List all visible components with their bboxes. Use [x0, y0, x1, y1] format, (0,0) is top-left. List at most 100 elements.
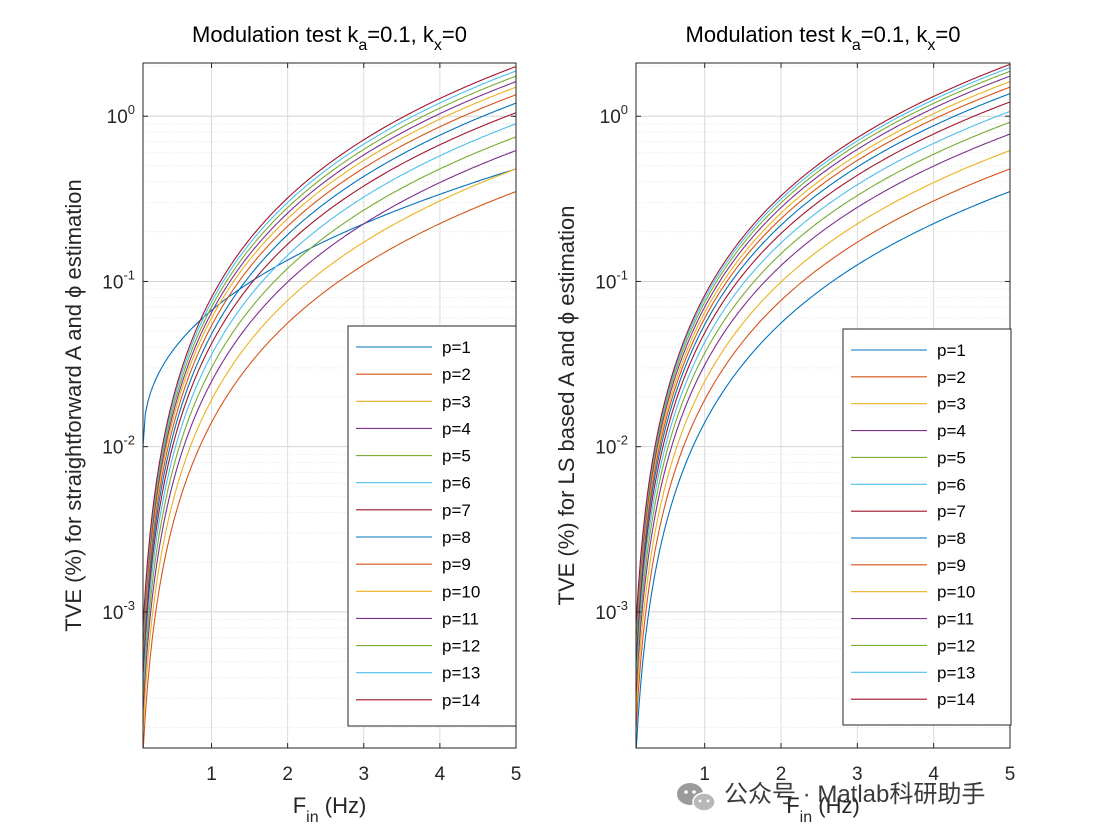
legend-item[interactable]: p=10 — [356, 582, 480, 601]
series-line-p=11 — [143, 81, 516, 644]
series-line-p=7 — [636, 101, 1010, 664]
chart-2: 1 2 3 4 5 10-3 10-2 10-1 100 Modulation test ka=0… — [554, 22, 1015, 826]
y-tick-label: 100 — [600, 102, 628, 128]
legend[interactable]: p=1 p=2 p=3 p=4 p=5 p=6 p=7 p=8 p=9 p=10 p=11 p=12 p… — [842, 328, 1012, 726]
legend-item[interactable]: p=4 — [356, 419, 471, 438]
series-line-p=13 — [636, 67, 1010, 630]
y-tick-label: 10-3 — [102, 598, 135, 624]
legend-label: p=12 — [937, 636, 975, 655]
legend-item[interactable]: p=14 — [356, 691, 480, 710]
series-line-p=9 — [636, 86, 1010, 649]
legend-item[interactable]: p=7 — [851, 502, 966, 521]
legend-label: p=4 — [937, 422, 966, 441]
legend-item[interactable]: p=11 — [851, 610, 974, 629]
legend-item[interactable]: p=6 — [851, 475, 966, 494]
legend-label: p=10 — [937, 583, 975, 602]
legend-item[interactable]: p=13 — [356, 664, 480, 683]
legend-label: p=11 — [937, 610, 974, 629]
legend-label: p=1 — [442, 338, 471, 357]
series-line-p=5 — [636, 121, 1010, 684]
x-tick-label: 1 — [699, 764, 710, 785]
series-line-p=4 — [636, 133, 1010, 696]
x-tick-label: 5 — [511, 764, 522, 785]
y-tick-label: 10-2 — [595, 433, 628, 459]
series-line-p=6 — [636, 110, 1010, 673]
legend-label: p=1 — [937, 341, 966, 360]
y-tick-label: 100 — [107, 102, 135, 128]
legend-label: p=13 — [937, 663, 975, 682]
legend-item[interactable]: p=2 — [356, 365, 471, 384]
series-line-p=7 — [143, 112, 516, 675]
legend-item[interactable]: p=7 — [356, 501, 471, 520]
x-tick-label: 2 — [282, 764, 293, 785]
x-tick-label: 4 — [928, 764, 939, 785]
legend-item[interactable]: p=6 — [356, 474, 471, 493]
x-tick-label: 1 — [206, 764, 217, 785]
chart-title: Modulation test ka=0.1, kx=0 — [686, 22, 961, 54]
legend-item[interactable]: p=8 — [356, 528, 471, 547]
x-tick-label: 3 — [852, 764, 863, 785]
series-line-p=10 — [636, 81, 1010, 644]
series-line-p=3 — [143, 168, 516, 731]
series-line-p=9 — [143, 94, 516, 657]
series-line-p=14 — [143, 65, 516, 628]
x-tick-label: 2 — [776, 764, 787, 785]
watermark: 公众号 · Matlab科研助手 — [677, 781, 985, 812]
series-line-p=10 — [143, 86, 516, 649]
series-line-p=11 — [636, 75, 1010, 638]
legend-item[interactable]: p=9 — [851, 556, 966, 575]
legend-item[interactable]: p=3 — [851, 395, 966, 414]
legend-item[interactable]: p=4 — [851, 422, 966, 441]
series-line-p=1 — [143, 168, 516, 447]
legend-item[interactable]: p=1 — [851, 341, 966, 360]
legend-item[interactable]: p=10 — [851, 583, 975, 602]
y-axis-label: TVE (%) for straightforward A and ϕ esti… — [61, 179, 86, 632]
y-tick-label: 10-3 — [595, 598, 628, 624]
series-line-p=3 — [636, 150, 1010, 712]
legend-label: p=8 — [937, 529, 966, 548]
series-line-p=13 — [143, 70, 516, 633]
legend[interactable]: p=1 p=2 p=3 p=4 p=5 p=6 p=7 p=8 p=9 p=10 p=11 p=12 p… — [347, 325, 517, 727]
legend-label: p=5 — [937, 448, 966, 467]
legend-label: p=2 — [442, 365, 471, 384]
legend-label: p=4 — [442, 419, 471, 438]
series-line-p=14 — [636, 63, 1010, 626]
legend-item[interactable]: p=1 — [356, 338, 471, 357]
y-tick-label: 10-1 — [595, 267, 628, 293]
series-line-p=1 — [636, 191, 1010, 748]
x-axis-label: Fin (Hz) — [293, 793, 367, 826]
legend-item[interactable]: p=12 — [356, 637, 480, 656]
legend-item[interactable]: p=11 — [356, 609, 479, 628]
series-line-p=8 — [636, 93, 1010, 656]
x-tick-label: 4 — [435, 764, 446, 785]
y-tick-label: 10-1 — [102, 267, 135, 293]
x-axis-label: Fin (Hz) — [786, 793, 860, 826]
legend-item[interactable]: p=13 — [851, 663, 975, 682]
series-line-p=12 — [143, 75, 516, 638]
legend-box — [842, 328, 1012, 726]
y-axis-label: TVE (%) for LS based A and ϕ estimation — [554, 206, 579, 606]
legend-label: p=14 — [937, 690, 975, 709]
series-line-p=4 — [143, 150, 516, 712]
legend-label: p=5 — [442, 447, 471, 466]
legend-item[interactable]: p=5 — [356, 447, 471, 466]
legend-item[interactable]: p=12 — [851, 636, 975, 655]
legend-item[interactable]: p=14 — [851, 690, 975, 709]
series-line-p=6 — [143, 123, 516, 686]
chart-title: Modulation test ka=0.1, kx=0 — [192, 22, 467, 54]
wechat-icon — [677, 783, 716, 812]
watermark-text: 公众号 · Matlab科研助手 — [724, 781, 985, 808]
legend-label: p=12 — [442, 637, 480, 656]
grid — [143, 63, 517, 748]
legend-box — [347, 325, 517, 727]
legend-item[interactable]: p=5 — [851, 448, 966, 467]
series-lines — [143, 65, 516, 748]
legend-label: p=14 — [442, 691, 480, 710]
legend-label: p=2 — [937, 368, 966, 387]
series-line-p=5 — [143, 136, 516, 699]
legend-item[interactable]: p=2 — [851, 368, 966, 387]
legend-item[interactable]: p=8 — [851, 529, 966, 548]
legend-item[interactable]: p=3 — [356, 392, 471, 411]
legend-item[interactable]: p=9 — [356, 555, 471, 574]
